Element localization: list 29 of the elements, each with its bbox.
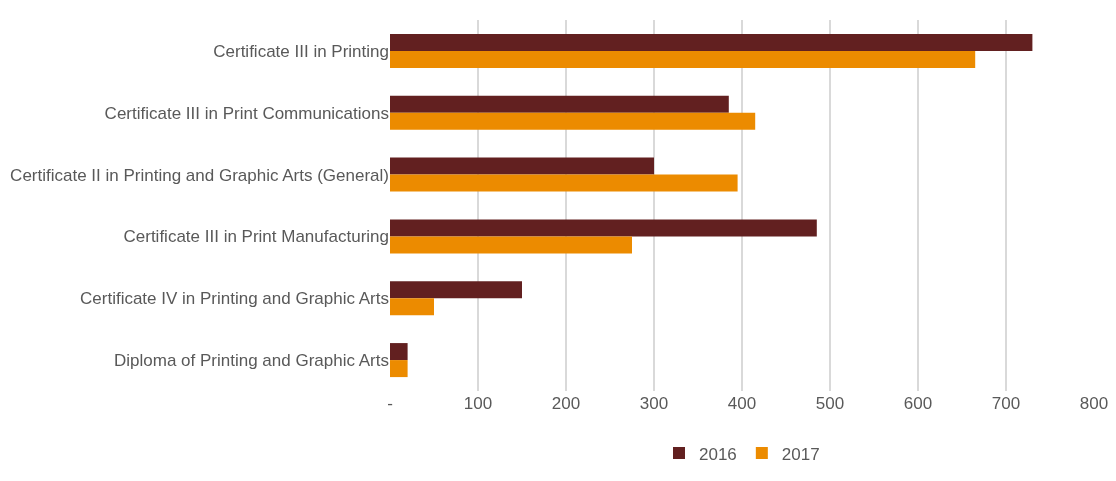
x-tick-label: 500 (815, 394, 845, 413)
x-tick-label: 200 (551, 394, 581, 413)
legend-label: 2016 (699, 444, 737, 464)
y-tick-label: Certificate III in Print Communications (104, 103, 389, 123)
bar (390, 95, 729, 113)
bar (390, 112, 756, 130)
bar (390, 50, 976, 68)
bar (390, 157, 654, 175)
x-tick-label: 300 (639, 394, 669, 413)
y-tick-label: Certificate III in Print Manufacturing (123, 227, 389, 247)
y-tick-label: Certificate IV in Printing and Graphic Arts (80, 289, 389, 309)
x-tick-label: 800 (1079, 394, 1109, 413)
bar (390, 360, 408, 378)
x-tick-label: - (387, 394, 393, 413)
y-tick-label: Certificate II in Printing and Graphic Arts (General) (10, 165, 389, 185)
legend-label: 2017 (781, 444, 820, 464)
y-tick-label: Diploma of Printing and Graphic Arts (114, 351, 389, 371)
bar (390, 298, 434, 316)
bar (390, 219, 817, 237)
x-tick-label: 100 (463, 394, 493, 413)
bar (390, 33, 1033, 51)
x-tick-label: 400 (727, 394, 757, 413)
x-tick-label: 700 (991, 394, 1021, 413)
bar (390, 174, 738, 192)
x-tick-label: 600 (903, 394, 933, 413)
y-tick-label: Certificate III in Printing (213, 41, 389, 61)
bar (390, 281, 522, 299)
bar (390, 343, 408, 361)
bar (390, 236, 632, 254)
